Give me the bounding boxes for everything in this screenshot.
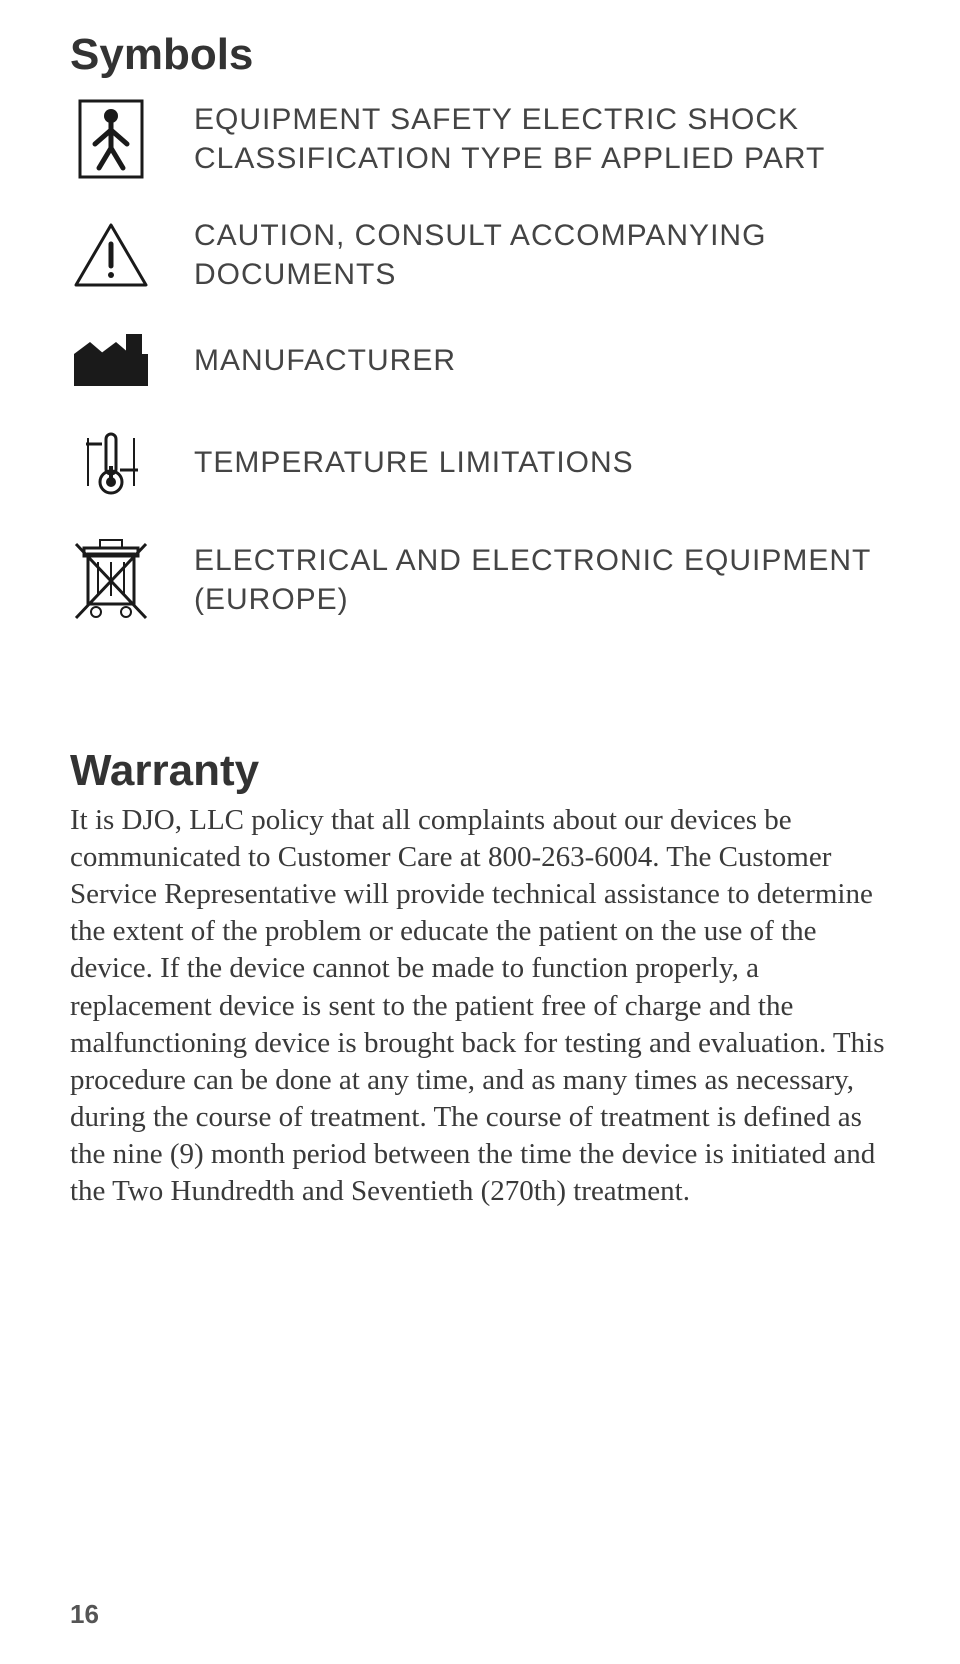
weee-icon	[70, 534, 152, 626]
manufacturer-icon	[70, 330, 152, 390]
symbol-label: EQUIPMENT SAFETY ELECTRIC SHOCK CLASSIFI…	[194, 100, 890, 178]
caution-icon	[70, 220, 152, 290]
symbol-row: ELECTRICAL AND ELECTRONIC EQUIPMENT (EUR…	[70, 534, 890, 626]
temperature-icon	[70, 426, 152, 498]
symbol-row: CAUTION, CONSULT ACCOMPANYING DOCUMENTS	[70, 216, 890, 294]
type-bf-icon	[70, 98, 152, 180]
symbol-label: ELECTRICAL AND ELECTRONIC EQUIPMENT (EUR…	[194, 541, 890, 619]
symbol-label: CAUTION, CONSULT ACCOMPANYING DOCUMENTS	[194, 216, 890, 294]
page-number: 16	[70, 1599, 99, 1630]
symbol-label: MANUFACTURER	[194, 341, 456, 380]
symbol-row: MANUFACTURER	[70, 330, 890, 390]
symbols-list: EQUIPMENT SAFETY ELECTRIC SHOCK CLASSIFI…	[70, 98, 890, 626]
warranty-heading: Warranty	[70, 746, 890, 796]
symbols-heading: Symbols	[70, 30, 890, 80]
symbol-row: EQUIPMENT SAFETY ELECTRIC SHOCK CLASSIFI…	[70, 98, 890, 180]
warranty-body: It is DJO, LLC policy that all complaint…	[70, 802, 890, 1210]
symbol-row: TEMPERATURE LIMITATIONS	[70, 426, 890, 498]
symbol-label: TEMPERATURE LIMITATIONS	[194, 443, 634, 482]
